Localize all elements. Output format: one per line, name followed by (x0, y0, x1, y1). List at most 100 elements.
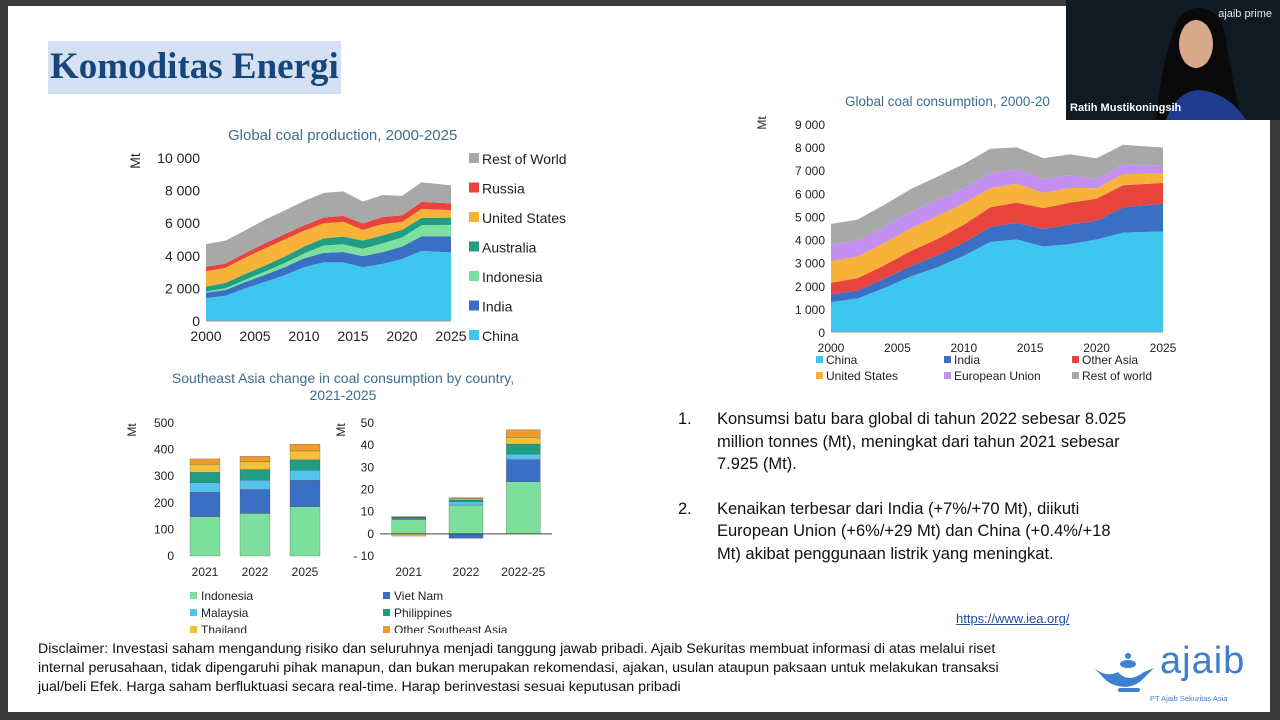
sea-left-ylabel: Mt (125, 423, 139, 437)
consumption-xtick: 2010 (950, 341, 977, 355)
area-other-asia (831, 182, 1163, 295)
sea-ytick: 500 (154, 416, 174, 430)
bar-segment-other-southeast-asia (448, 497, 484, 499)
bar-segment-other-southeast-asia (506, 429, 541, 438)
bar-segment-viet-nam (391, 518, 426, 520)
legend-label: United States (482, 210, 566, 226)
note-text: Konsumsi batu bara global di tahun 2022 … (717, 410, 1127, 473)
legend-swatch (190, 609, 197, 616)
sea-xtick: 2022 (453, 565, 480, 579)
legend-swatch (944, 356, 951, 363)
legend-swatch (816, 372, 823, 379)
legend-swatch (469, 212, 479, 222)
sea-chart-title-line2: 2021-2025 (310, 387, 377, 403)
bar-segment-malaysia (189, 482, 221, 493)
production-ytick: 10 000 (157, 150, 200, 166)
bar-segment-other-southeast-asia (239, 456, 271, 462)
legend-swatch (190, 592, 197, 599)
bar-segment-indonesia (391, 519, 426, 534)
webcam-overlay: ajaib prime Ratih Mustikoningsih (1066, 0, 1280, 120)
bar-segment-philippines (289, 459, 321, 471)
legend-swatch (469, 241, 479, 252)
presenter-name: Ratih Mustikoningsih (1070, 102, 1182, 114)
slide: Komoditas Energi Global coal production,… (8, 6, 1270, 712)
consumption-xtick: 2000 (818, 341, 845, 355)
sea-ytick: 0 (367, 527, 374, 541)
legend-label: Other Asia (1082, 353, 1138, 367)
legend-swatch (469, 271, 479, 281)
consumption-ytick: 7 000 (795, 164, 825, 178)
legend-swatch (1072, 356, 1079, 363)
production-ytick: 4 000 (165, 248, 200, 264)
legend-label: European Union (954, 369, 1041, 383)
sea-ytick: 200 (154, 496, 174, 510)
bar-segment-thailand (289, 450, 321, 460)
legend-label: Philippines (394, 606, 452, 620)
legend-label: United States (826, 369, 898, 383)
ajaib-logo: ajaib PT Ajaib Sekuritas Asia (1088, 638, 1258, 708)
production-xtick: 2005 (239, 328, 270, 344)
legend-label: Indonesia (482, 269, 543, 285)
bar-segment-indonesia (289, 506, 321, 557)
legend-swatch (383, 626, 390, 633)
production-xtick: 2020 (386, 328, 417, 344)
sea-ytick: 40 (361, 438, 375, 452)
logo-text: ajaib (1160, 640, 1246, 682)
consumption-ytick: 9 000 (795, 118, 825, 132)
sea-ytick: 30 (361, 460, 375, 474)
legend-label: China (826, 353, 858, 367)
legend-swatch (383, 592, 390, 599)
sea-chart-title-line1: Southeast Asia change in coal consumptio… (172, 370, 514, 386)
sea-ytick: 100 (154, 522, 174, 536)
legend-label: Australia (482, 240, 537, 256)
consumption-ytick: 2 000 (795, 280, 825, 294)
bar-segment-viet-nam (189, 492, 221, 517)
sea-xtick: 2022 (242, 565, 269, 579)
production-chart: Global coal production, 2000-2025 Mt 10 … (127, 127, 567, 344)
bar-segment-indonesia (506, 481, 541, 534)
bar-segment-viet-nam (239, 489, 271, 514)
production-xtick: 2010 (288, 328, 319, 344)
sea-xtick: 2022-25 (501, 565, 545, 579)
note-text: Kenaikan terbesar dari India (+7%/+70 Mt… (717, 499, 1111, 563)
production-ytick: 2 000 (165, 280, 200, 296)
bar-segment-indonesia (189, 516, 221, 557)
production-xtick: 2025 (435, 328, 466, 344)
area-india (831, 203, 1163, 302)
legend-swatch (469, 182, 479, 193)
area-rest-of-world (831, 144, 1163, 245)
sea-ytick: 300 (154, 469, 174, 483)
bar-segment-thailand (448, 498, 484, 501)
legend-swatch (816, 356, 823, 363)
note-item: 1. Konsumsi batu bara global di tahun 20… (678, 408, 1138, 476)
area-united-states (206, 209, 451, 287)
consumption-ytick: 5 000 (795, 210, 825, 224)
consumption-ylabel: Mt (755, 116, 769, 130)
sea-ytick: - 10 (353, 549, 374, 563)
bar-segment-philippines (506, 443, 541, 455)
consumption-xtick: 2025 (1150, 341, 1177, 355)
consumption-xtick: 2005 (884, 341, 911, 355)
disclaimer: Disclaimer: Investasi saham mengandung r… (38, 641, 999, 695)
consumption-ytick: 3 000 (795, 257, 825, 271)
legend-label: Thailand (201, 623, 247, 633)
note-number: 2. (678, 499, 692, 518)
area-russia (206, 201, 451, 272)
consumption-ytick: 6 000 (795, 187, 825, 201)
legend-label: India (954, 353, 980, 367)
consumption-xtick: 2020 (1083, 341, 1110, 355)
genie-lamp-icon (1094, 653, 1154, 692)
bar-segment-philippines (448, 499, 484, 502)
area-china (831, 231, 1163, 332)
legend-swatch (469, 153, 479, 163)
area-australia (206, 217, 451, 292)
area-rest-of-world (206, 182, 451, 267)
consumption-ytick: 4 000 (795, 234, 825, 248)
legend-label: China (482, 328, 519, 344)
bar-segment-malaysia (506, 453, 541, 460)
source-link[interactable]: https://www.iea.org/ (956, 611, 1070, 626)
legend-label: Rest of world (1082, 369, 1152, 383)
legend-label: Indonesia (201, 589, 253, 603)
production-xtick: 2015 (337, 328, 368, 344)
bar-segment-indonesia (448, 504, 484, 534)
